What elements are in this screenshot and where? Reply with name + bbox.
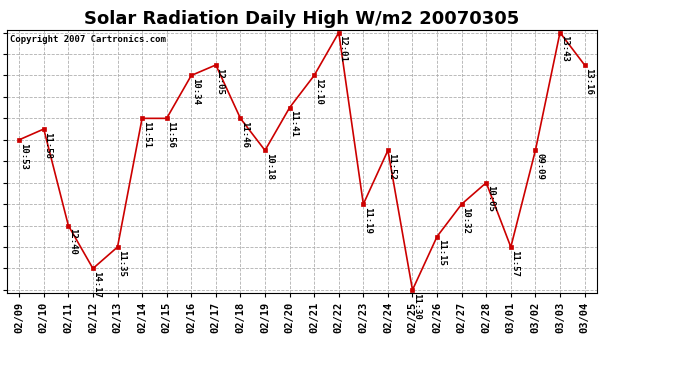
Text: 11:46: 11:46 [240,121,249,148]
Text: 12:01: 12:01 [338,35,347,62]
Title: Solar Radiation Daily High W/m2 20070305: Solar Radiation Daily High W/m2 20070305 [84,10,520,28]
Text: 14:17: 14:17 [92,271,101,298]
Text: 11:56: 11:56 [166,121,175,148]
Text: 11:41: 11:41 [289,111,298,137]
Text: 11:57: 11:57 [511,250,520,277]
Text: 13:16: 13:16 [584,68,593,94]
Text: 09:09: 09:09 [535,153,544,180]
Text: 11:58: 11:58 [43,132,52,159]
Text: 11:35: 11:35 [117,250,126,277]
Text: 12:10: 12:10 [314,78,323,105]
Text: 11:52: 11:52 [388,153,397,180]
Text: 10:18: 10:18 [265,153,274,180]
Text: 11:19: 11:19 [363,207,372,234]
Text: 11:15: 11:15 [437,239,446,266]
Text: 10:53: 10:53 [19,142,28,170]
Text: 10:32: 10:32 [462,207,471,234]
Text: Copyright 2007 Cartronics.com: Copyright 2007 Cartronics.com [10,35,166,44]
Text: 11:51: 11:51 [141,121,150,148]
Text: 12:05: 12:05 [215,68,224,94]
Text: 11:30: 11:30 [412,293,421,320]
Text: 13:43: 13:43 [560,35,569,62]
Text: 10:05: 10:05 [486,186,495,212]
Text: 12:40: 12:40 [68,228,77,255]
Text: 10:34: 10:34 [191,78,200,105]
